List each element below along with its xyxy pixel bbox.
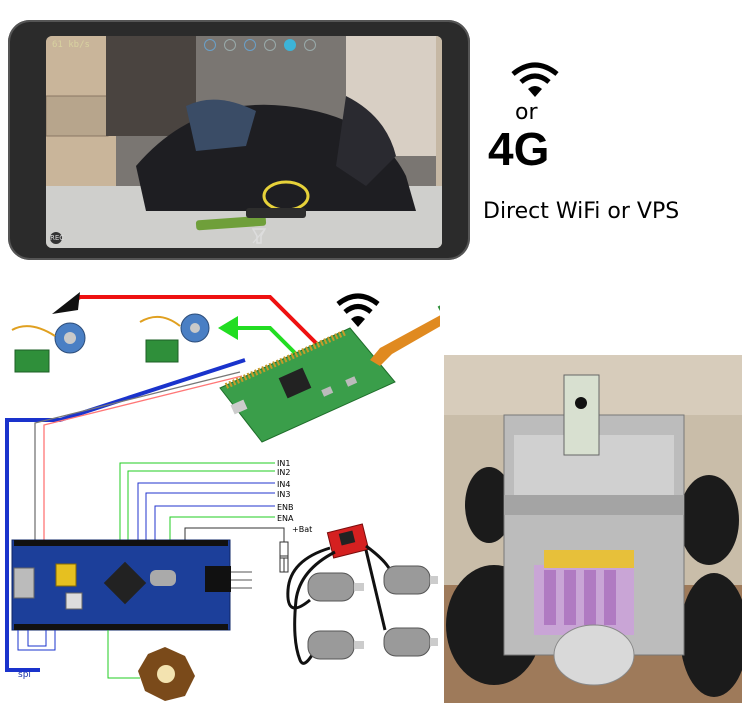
- arrow-left-icon: [218, 316, 238, 340]
- pin-in1: IN1: [277, 459, 290, 468]
- camera-scene: [46, 36, 442, 248]
- settings-icon[interactable]: [304, 39, 316, 51]
- blue-wire: [5, 358, 246, 672]
- wiring-diagram: IN1 IN2 IN4 IN3 ENB ENA +Bat: [5, 292, 440, 701]
- connection-mode-label: Direct WiFi or VPS: [483, 199, 680, 224]
- dc-motor-icon: [307, 572, 364, 602]
- robot-photo: [444, 355, 742, 703]
- camera-switch-icon[interactable]: [284, 39, 296, 51]
- bitrate-indicator: 61 kb/s: [52, 40, 90, 50]
- flashlight-icon[interactable]: [252, 228, 266, 244]
- pin-bat: +Bat: [292, 525, 312, 534]
- raspberry-pi-icon: [219, 327, 396, 443]
- led-icon: [138, 647, 195, 701]
- rec-button[interactable]: REC: [50, 232, 65, 244]
- dc-motor-icon: [383, 627, 438, 657]
- pin-in4: IN4: [277, 480, 290, 489]
- mode-icon[interactable]: [204, 39, 216, 51]
- dc-motor-icon: [383, 565, 438, 595]
- arrow-left-icon: [52, 292, 80, 314]
- phone-frame: 61 kb/s REC: [8, 20, 470, 260]
- flash-icon[interactable]: [264, 39, 276, 51]
- wifi-icon: [336, 293, 380, 327]
- dc-motor-icon: [307, 630, 364, 660]
- green-wire: [230, 326, 302, 360]
- record-icon[interactable]: [244, 39, 256, 51]
- stepper-motor-icon: [11, 322, 86, 373]
- motor-driver-icon: [326, 523, 370, 559]
- camera-stream-screen: 61 kb/s REC: [46, 36, 442, 248]
- stm32-board-icon: [11, 539, 252, 631]
- pin-ena: ENA: [277, 514, 294, 523]
- 4g-label: 4G: [488, 123, 550, 175]
- wifi-icon: [511, 62, 559, 97]
- stepper-motor-icon: [139, 313, 210, 363]
- light-icon[interactable]: [224, 39, 236, 51]
- spi-label: spi: [18, 670, 31, 680]
- pin-in3: IN3: [277, 490, 290, 499]
- pin-enb: ENB: [277, 503, 294, 512]
- pin-in2: IN2: [277, 468, 290, 477]
- potentiometer-icon: [279, 541, 289, 573]
- or-label: or: [515, 100, 538, 125]
- camera-icon: [370, 295, 440, 366]
- stream-toolbar: [204, 39, 316, 51]
